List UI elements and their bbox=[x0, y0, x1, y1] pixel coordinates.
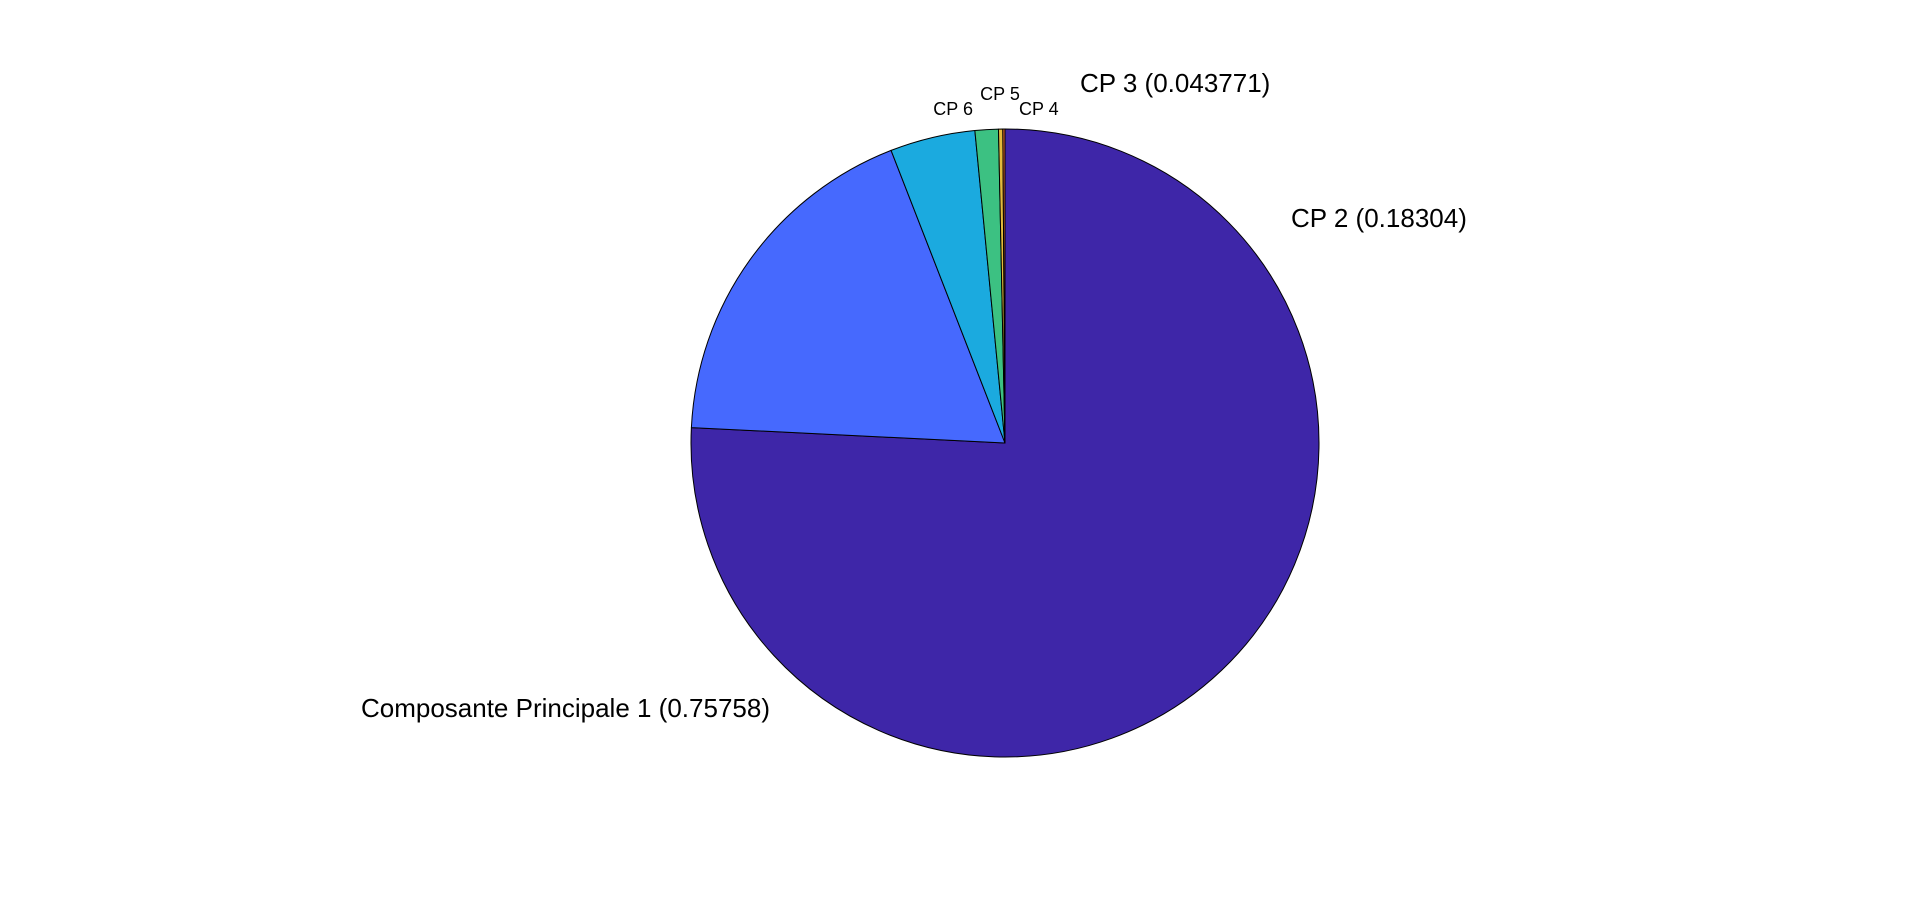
pie-slice-label-4: CP 4 bbox=[1019, 99, 1059, 119]
pie-slice-label-6: CP 6 bbox=[933, 99, 973, 119]
pie-slice-1 bbox=[690, 128, 1320, 758]
pie-labels: Composante Principale 1 (0.75758) CP 2 (0… bbox=[361, 68, 1467, 723]
pie-slice-label-1: Composante Principale 1 (0.75758) bbox=[361, 693, 770, 723]
pie-slice-label-5: CP 5 bbox=[980, 84, 1020, 104]
pie-slices bbox=[690, 128, 1320, 758]
pie-slice-2 bbox=[690, 149, 1006, 444]
pie-slice-label-3: CP 3 (0.043771) bbox=[1080, 68, 1270, 98]
pie-slice-6 bbox=[1002, 128, 1006, 444]
pie-slice-label-2: CP 2 (0.18304) bbox=[1291, 203, 1467, 233]
